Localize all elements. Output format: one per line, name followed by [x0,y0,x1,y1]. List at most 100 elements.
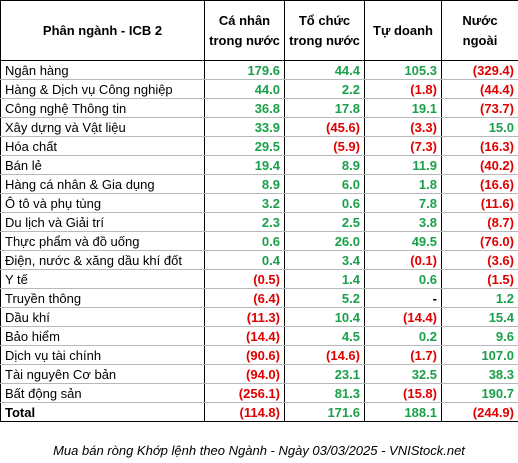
value-proprietary: (15.8) [364,383,442,403]
table-body: Ngân hàng 179.6 44.4 105.3 (329.4) Hàng & Dịc… [0,60,518,422]
value-foreign: 107.0 [441,345,518,365]
value-individual: 36.8 [204,98,285,118]
sector-name: Xây dựng và Vật liệu [0,117,205,137]
value-foreign: (244.9) [441,402,518,422]
value-proprietary: (1.7) [364,345,442,365]
value-institution: 4.5 [284,326,365,346]
sector-name: Ô tô và phụ tùng [0,193,205,213]
sector-name: Tài nguyên Cơ bản [0,364,205,384]
table-row: Bất động sản (256.1) 81.3 (15.8) 190.7 [0,383,518,403]
value-institution: 17.8 [284,98,365,118]
value-foreign: (16.6) [441,174,518,194]
value-proprietary: 105.3 [364,60,442,80]
value-individual: (94.0) [204,364,285,384]
value-individual: 44.0 [204,79,285,99]
value-individual: 33.9 [204,117,285,137]
sector-name: Công nghệ Thông tin [0,98,205,118]
sector-name: Bán lẻ [0,155,205,175]
value-foreign: (11.6) [441,193,518,213]
sector-name: Dịch vụ tài chính [0,345,205,365]
value-foreign: (1.5) [441,269,518,289]
value-individual: (256.1) [204,383,285,403]
value-institution: 26.0 [284,231,365,251]
table-row: Hàng & Dịch vụ Công nghiệp 44.0 2.2 (1.8) (4… [0,79,518,99]
table-row: Dịch vụ tài chính (90.6) (14.6) (1.7) 107.0 [0,345,518,365]
table-row: Thực phẩm và đồ uống 0.6 26.0 49.5 (76.0) [0,231,518,251]
value-institution: (14.6) [284,345,365,365]
table-row: Tài nguyên Cơ bản (94.0) 23.1 32.5 38.3 [0,364,518,384]
value-institution: 1.4 [284,269,365,289]
table-row: Điện, nước & xăng dầu khí đốt 0.4 3.4 (0.1)… [0,250,518,270]
header-row: Phân ngành - ICB 2 Cá nhân trong nước Tổ… [0,0,518,61]
table-row: Ô tô và phụ tùng 3.2 0.6 7.8 (11.6) [0,193,518,213]
value-foreign: (329.4) [441,60,518,80]
value-foreign: (16.3) [441,136,518,156]
value-institution: (5.9) [284,136,365,156]
value-foreign: 15.4 [441,307,518,327]
value-institution: 171.6 [284,402,365,422]
value-institution: 2.5 [284,212,365,232]
table-row: Hóa chất 29.5 (5.9) (7.3) (16.3) [0,136,518,156]
value-proprietary: 1.8 [364,174,442,194]
value-proprietary: (1.8) [364,79,442,99]
table-row: Truyền thông (6.4) 5.2-1.2 [0,288,518,308]
value-institution: 44.4 [284,60,365,80]
value-individual: 0.6 [204,231,285,251]
value-institution: 10.4 [284,307,365,327]
header-individual: Cá nhân trong nước [204,0,285,61]
value-individual: (11.3) [204,307,285,327]
value-individual: (114.8) [204,402,285,422]
value-individual: 0.4 [204,250,285,270]
value-foreign: 190.7 [441,383,518,403]
header-institution: Tổ chức trong nước [284,0,365,61]
value-institution: (45.6) [284,117,365,137]
value-proprietary: - [364,288,442,308]
value-foreign: 38.3 [441,364,518,384]
value-foreign: 9.6 [441,326,518,346]
net-trading-table: Phân ngành - ICB 2 Cá nhân trong nước Tổ… [0,0,518,422]
value-institution: 81.3 [284,383,365,403]
value-proprietary: 7.8 [364,193,442,213]
sector-name: Ngân hàng [0,60,205,80]
value-institution: 0.6 [284,193,365,213]
table-row: Ngân hàng 179.6 44.4 105.3 (329.4) [0,60,518,80]
value-foreign: (3.6) [441,250,518,270]
value-proprietary: (3.3) [364,117,442,137]
value-proprietary: 188.1 [364,402,442,422]
value-foreign: 15.0 [441,117,518,137]
value-foreign: (44.4) [441,79,518,99]
sector-name: Bất động sản [0,383,205,403]
value-proprietary: 3.8 [364,212,442,232]
value-institution: 6.0 [284,174,365,194]
value-individual: (14.4) [204,326,285,346]
value-proprietary: (14.4) [364,307,442,327]
sector-name: Thực phẩm và đồ uống [0,231,205,251]
table-row: Y tế (0.5) 1.4 0.6 (1.5) [0,269,518,289]
table-row: Công nghệ Thông tin 36.8 17.8 19.1 (73.7) [0,98,518,118]
value-proprietary: 32.5 [364,364,442,384]
table-row: Dầu khí (11.3) 10.4 (14.4) 15.4 [0,307,518,327]
total-label: Total [0,402,205,422]
value-foreign: (8.7) [441,212,518,232]
value-institution: 8.9 [284,155,365,175]
value-individual: 8.9 [204,174,285,194]
value-proprietary: 11.9 [364,155,442,175]
value-individual: (0.5) [204,269,285,289]
header-foreign: Nước ngoài [441,0,518,61]
value-individual: (6.4) [204,288,285,308]
sector-name: Hàng & Dịch vụ Công nghiệp [0,79,205,99]
table-row: Bảo hiểm (14.4) 4.5 0.2 9.6 [0,326,518,346]
value-individual: 3.2 [204,193,285,213]
value-foreign: (76.0) [441,231,518,251]
value-individual: 29.5 [204,136,285,156]
value-institution: 5.2 [284,288,365,308]
value-proprietary: 0.2 [364,326,442,346]
value-institution: 3.4 [284,250,365,270]
value-foreign: 1.2 [441,288,518,308]
value-proprietary: (7.3) [364,136,442,156]
table-row: Du lịch và Giải trí 2.3 2.5 3.8 (8.7) [0,212,518,232]
sector-name: Điện, nước & xăng dầu khí đốt [0,250,205,270]
sector-name: Truyền thông [0,288,205,308]
table-row: Xây dựng và Vật liệu 33.9 (45.6) (3.3) 15.0 [0,117,518,137]
